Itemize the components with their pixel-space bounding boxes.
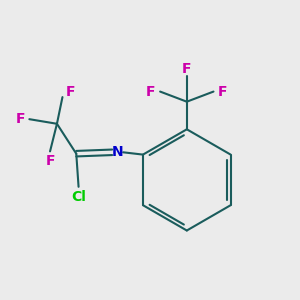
Text: Cl: Cl bbox=[71, 190, 86, 204]
Text: F: F bbox=[66, 85, 76, 99]
Text: F: F bbox=[15, 112, 25, 126]
Text: F: F bbox=[45, 154, 55, 168]
Text: F: F bbox=[218, 85, 227, 99]
Text: N: N bbox=[112, 145, 124, 159]
Text: F: F bbox=[146, 85, 156, 99]
Text: F: F bbox=[182, 61, 192, 76]
